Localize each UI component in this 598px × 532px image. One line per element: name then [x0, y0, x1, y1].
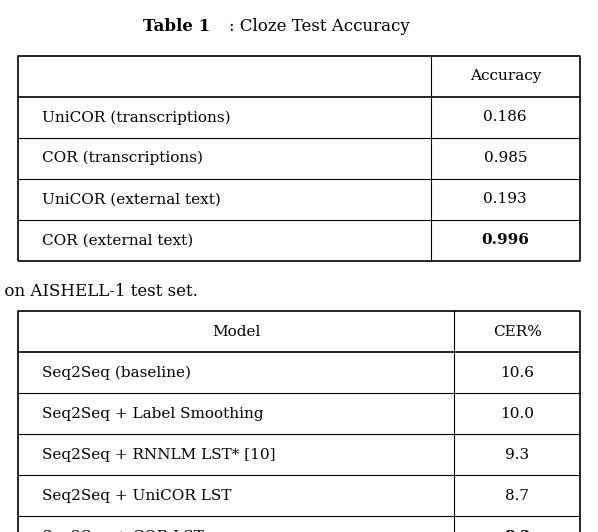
Text: 0.985: 0.985	[484, 151, 527, 165]
Text: Seq2Seq + RNNLM LST* [10]: Seq2Seq + RNNLM LST* [10]	[42, 447, 275, 462]
Text: 0.996: 0.996	[481, 233, 529, 247]
Text: 8.7: 8.7	[505, 488, 529, 503]
Text: Accuracy: Accuracy	[469, 69, 541, 84]
Text: Seq2Seq + COR LST: Seq2Seq + COR LST	[42, 529, 203, 532]
Text: CER%: CER%	[493, 325, 542, 339]
Text: Table 1: Table 1	[143, 18, 210, 35]
Text: Seq2Seq + UniCOR LST: Seq2Seq + UniCOR LST	[42, 488, 231, 503]
Text: UniCOR (transcriptions): UniCOR (transcriptions)	[42, 110, 230, 124]
Text: 8.2: 8.2	[504, 529, 530, 532]
Text: 0.186: 0.186	[484, 110, 527, 124]
Text: 9.3: 9.3	[505, 447, 529, 462]
Text: COR (transcriptions): COR (transcriptions)	[42, 151, 203, 165]
Text: 0.193: 0.193	[484, 192, 527, 206]
Text: 10.0: 10.0	[501, 406, 534, 421]
Text: UniCOR (external text): UniCOR (external text)	[42, 192, 221, 206]
Text: COR (external text): COR (external text)	[42, 233, 193, 247]
Text: : Cloze Test Accuracy: : Cloze Test Accuracy	[230, 18, 410, 35]
Text: Seq2Seq (baseline): Seq2Seq (baseline)	[42, 365, 191, 380]
Text: : Character error rates on AISHELL-1 test set.: : Character error rates on AISHELL-1 tes…	[0, 282, 199, 300]
Text: 10.6: 10.6	[501, 365, 534, 380]
Text: Model: Model	[212, 325, 260, 339]
Text: Seq2Seq + Label Smoothing: Seq2Seq + Label Smoothing	[42, 406, 264, 421]
